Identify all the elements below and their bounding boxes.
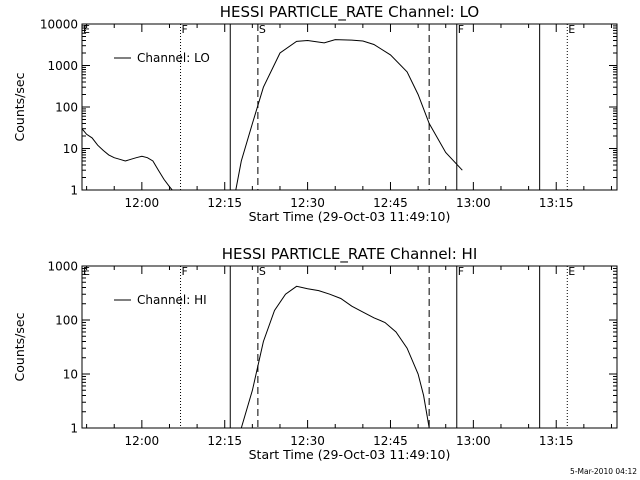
panel-lo: HESSI PARTICLE_RATE Channel: LO 1 10 100 100… — [12, 3, 618, 224]
series-line — [235, 39, 463, 190]
marker-label: F — [458, 265, 464, 278]
x-tick-label: 12:15 — [207, 434, 242, 448]
legend-label: Channel: LO — [137, 51, 210, 65]
marker-label: E — [568, 23, 575, 36]
marker-label: E — [568, 265, 575, 278]
x-axis-label: Start Time (29-Oct-03 11:49:10) — [249, 209, 451, 224]
marker-label: F — [182, 265, 188, 278]
x-tick-label: 13:15 — [539, 196, 574, 210]
y-tick-label: 10 — [63, 142, 78, 156]
x-tick-label: 12:45 — [373, 196, 408, 210]
marker-label: S — [259, 265, 266, 278]
chart-title: HESSI PARTICLE_RATE Channel: LO — [220, 3, 479, 22]
y-tick-label: 1000 — [47, 260, 78, 274]
y-tick-label: 10 — [63, 368, 78, 382]
series-line — [82, 128, 173, 190]
x-tick-label: 12:30 — [290, 434, 325, 448]
marker-label: E — [83, 265, 90, 278]
x-tick-label: 12:30 — [290, 196, 325, 210]
series-line — [240, 285, 430, 428]
marker-label: S — [259, 23, 266, 36]
x-tick-label: 13:00 — [456, 196, 491, 210]
chart-title: HESSI PARTICLE_RATE Channel: HI — [222, 245, 478, 264]
y-tick-label: 1 — [70, 422, 78, 436]
x-axis-label: Start Time (29-Oct-03 11:49:10) — [249, 447, 451, 462]
footer-timestamp: 5-Mar-2010 04:12 — [570, 467, 637, 476]
x-tick-label: 12:45 — [373, 434, 408, 448]
series-group — [240, 285, 430, 428]
y-axis-label: Counts/sec — [12, 312, 27, 381]
x-tick-label: 12:00 — [125, 196, 160, 210]
y-tick-label: 10000 — [40, 18, 78, 32]
y-tick-label: 100 — [55, 314, 78, 328]
y-axis-label: Counts/sec — [12, 72, 27, 141]
legend-label: Channel: HI — [137, 293, 207, 307]
x-tick-label: 13:15 — [539, 434, 574, 448]
panel-hi: HESSI PARTICLE_RATE Channel: HI 1 10 100 100… — [12, 245, 618, 462]
marker-label: F — [182, 23, 188, 36]
y-tick-label: 100 — [55, 101, 78, 115]
x-tick-label: 13:00 — [456, 434, 491, 448]
x-tick-label: 12:15 — [207, 196, 242, 210]
y-tick-label: 1 — [70, 184, 78, 198]
y-tick-label: 1000 — [47, 59, 78, 73]
marker-label: E — [83, 23, 90, 36]
marker-label: F — [458, 23, 464, 36]
x-tick-label: 12:00 — [125, 434, 160, 448]
series-group — [82, 39, 463, 190]
